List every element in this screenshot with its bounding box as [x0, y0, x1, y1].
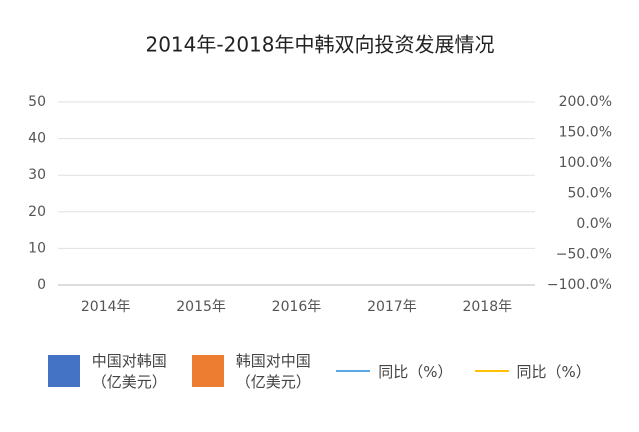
legend-swatch — [336, 370, 371, 372]
legend-label: 韩国对中国（亿美元） — [235, 352, 311, 391]
y2-tick-label: 50.0% — [568, 186, 612, 202]
legend: 中国对韩国（亿美元） 韩国对中国（亿美元） 同比（%） 同比（%） — [0, 350, 639, 392]
y2-tick-label: 100.0% — [559, 155, 612, 171]
x-tick-label: 2016年 — [272, 299, 322, 315]
legend-label: 同比（%） — [516, 362, 591, 381]
legend-label: 中国对韩国（亿美元） — [91, 352, 167, 391]
chart: 2014年-2018年中韩双向投资发展情况 0 10 20 30 40 50 −100.0%… — [28, 33, 612, 316]
y2-tick-label: 200.0% — [559, 94, 612, 110]
legend-swatch — [48, 355, 81, 387]
x-tick-label: 2015年 — [176, 299, 226, 315]
y2-tick-label: −50.0% — [556, 247, 612, 263]
legend-item: 同比（%） — [474, 361, 591, 382]
x-tick-label: 2017年 — [367, 299, 417, 315]
legend-item: 韩国对中国（亿美元） — [192, 350, 314, 392]
legend-label: 同比（%） — [378, 362, 453, 381]
legend-item: 中国对韩国（亿美元） — [48, 350, 170, 392]
y-tick-label: 30 — [28, 167, 46, 183]
legend-item: 同比（%） — [336, 361, 453, 382]
y-tick-label: 40 — [28, 131, 46, 147]
y2-tick-label: 0.0% — [576, 216, 612, 232]
x-tick-label: 2014年 — [81, 299, 131, 315]
y2-tick-label: 150.0% — [559, 125, 612, 141]
y-tick-label: 10 — [28, 240, 46, 256]
legend-swatch — [474, 370, 509, 372]
chart-title: 2014年-2018年中韩双向投资发展情况 — [145, 33, 494, 57]
y2-tick-label: −100.0% — [547, 277, 612, 293]
y-tick-label: 0 — [37, 277, 46, 293]
y-tick-label: 50 — [28, 94, 46, 110]
legend-swatch — [192, 355, 225, 387]
y-tick-label: 20 — [28, 204, 46, 220]
x-tick-label: 2018年 — [462, 299, 512, 315]
